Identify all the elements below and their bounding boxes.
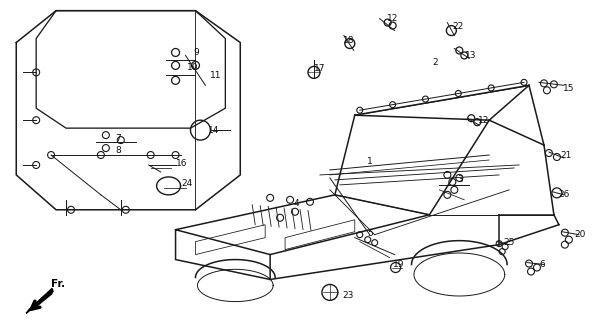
Text: 21: 21 [560, 150, 572, 160]
Text: 5: 5 [367, 229, 373, 238]
Text: 11: 11 [209, 71, 221, 80]
Text: 4: 4 [293, 199, 299, 208]
Text: 25: 25 [503, 238, 515, 247]
Text: 20: 20 [574, 230, 586, 239]
Text: 24: 24 [181, 180, 192, 188]
Text: 19: 19 [393, 260, 404, 269]
Text: 3: 3 [458, 175, 463, 184]
Text: 2: 2 [433, 58, 438, 67]
Text: 6: 6 [539, 260, 545, 269]
Text: 26: 26 [558, 190, 569, 199]
Text: 13: 13 [464, 51, 476, 60]
Text: 7: 7 [115, 133, 121, 143]
Text: 17: 17 [314, 64, 326, 73]
Text: 14: 14 [208, 126, 219, 135]
Text: 18: 18 [343, 36, 354, 45]
Text: 12: 12 [478, 116, 489, 125]
Text: 12: 12 [387, 14, 398, 23]
Text: 1: 1 [367, 157, 373, 166]
Text: 16: 16 [176, 159, 188, 169]
Text: 9: 9 [194, 48, 199, 57]
Polygon shape [26, 288, 53, 313]
Text: Fr.: Fr. [51, 279, 65, 289]
Text: 10: 10 [187, 63, 198, 72]
Text: 22: 22 [453, 22, 464, 31]
Text: 23: 23 [342, 291, 353, 300]
Text: 15: 15 [563, 84, 575, 93]
Text: 8: 8 [115, 146, 121, 155]
